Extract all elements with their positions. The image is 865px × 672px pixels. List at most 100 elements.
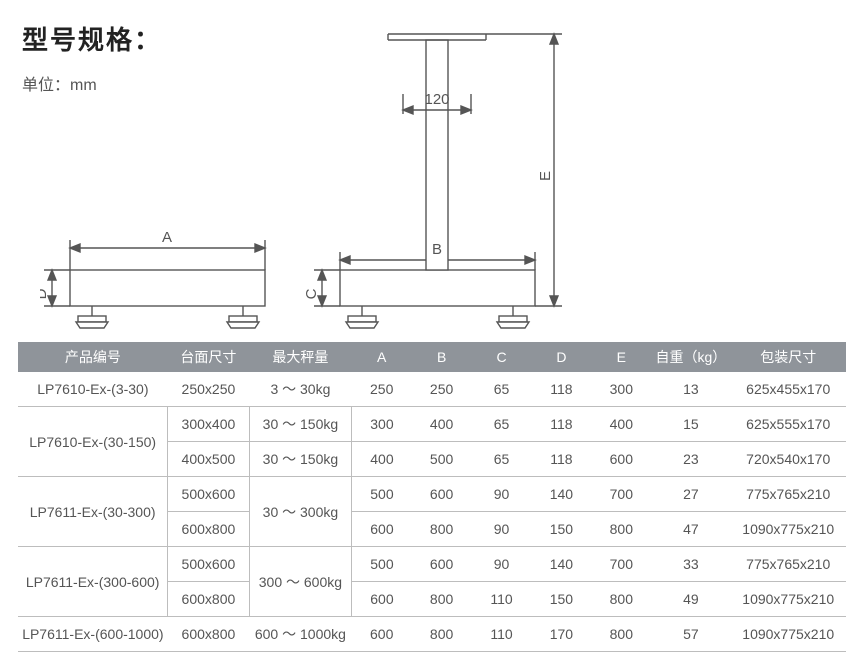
dim-120-label: 120 bbox=[424, 91, 449, 108]
cell-w: 33 bbox=[651, 547, 730, 582]
th-product: 产品编号 bbox=[18, 342, 168, 372]
cell-w: 57 bbox=[651, 617, 730, 652]
cell-dim: 500x600 bbox=[168, 547, 249, 582]
cell-pkg: 625x455x170 bbox=[730, 372, 846, 407]
cell-c: 90 bbox=[472, 512, 532, 547]
dimension-diagram: A D bbox=[40, 20, 600, 340]
cell-dim: 600x800 bbox=[168, 617, 249, 652]
cell-max: 30 ～ 150kg bbox=[249, 407, 352, 442]
dim-a-label: A bbox=[162, 229, 172, 246]
cell-dim: 600x800 bbox=[168, 512, 249, 547]
cell-product: LP7610-Ex-(3-30) bbox=[18, 372, 168, 407]
cell-a: 300 bbox=[352, 407, 412, 442]
th-max: 最大秤量 bbox=[249, 342, 352, 372]
cell-c: 65 bbox=[472, 442, 532, 477]
table-row: LP7611-Ex-(30-300)500x60030 ～ 300kg50060… bbox=[18, 477, 846, 512]
cell-b: 800 bbox=[412, 512, 472, 547]
cell-a: 250 bbox=[352, 372, 412, 407]
cell-max: 600 ～ 1000kg bbox=[249, 617, 352, 652]
cell-b: 600 bbox=[412, 547, 472, 582]
cell-product: LP7610-Ex-(30-150) bbox=[18, 407, 168, 477]
cell-pkg: 1090x775x210 bbox=[730, 617, 846, 652]
cell-dim: 400x500 bbox=[168, 442, 249, 477]
cell-max: 30 ～ 300kg bbox=[249, 477, 352, 547]
cell-d: 150 bbox=[531, 582, 591, 617]
spec-table: 产品编号 台面尺寸 最大秤量 A B C D E 自重（kg） 包装尺寸 LP7… bbox=[18, 342, 846, 652]
cell-e: 300 bbox=[591, 372, 651, 407]
cell-a: 600 bbox=[352, 512, 412, 547]
cell-b: 500 bbox=[412, 442, 472, 477]
cell-e: 800 bbox=[591, 617, 651, 652]
cell-c: 90 bbox=[472, 547, 532, 582]
cell-max: 300 ～ 600kg bbox=[249, 547, 352, 617]
cell-e: 800 bbox=[591, 582, 651, 617]
th-d: D bbox=[531, 342, 591, 372]
th-e: E bbox=[591, 342, 651, 372]
cell-w: 27 bbox=[651, 477, 730, 512]
cell-w: 47 bbox=[651, 512, 730, 547]
cell-max: 30 ～ 150kg bbox=[249, 442, 352, 477]
cell-b: 250 bbox=[412, 372, 472, 407]
cell-a: 400 bbox=[352, 442, 412, 477]
cell-b: 800 bbox=[412, 582, 472, 617]
cell-pkg: 775x765x210 bbox=[730, 547, 846, 582]
cell-e: 700 bbox=[591, 477, 651, 512]
cell-pkg: 775x765x210 bbox=[730, 477, 846, 512]
th-b: B bbox=[412, 342, 472, 372]
cell-d: 170 bbox=[531, 617, 591, 652]
cell-pkg: 720x540x170 bbox=[730, 442, 846, 477]
cell-d: 150 bbox=[531, 512, 591, 547]
cell-d: 118 bbox=[531, 442, 591, 477]
cell-c: 90 bbox=[472, 477, 532, 512]
cell-dim: 500x600 bbox=[168, 477, 249, 512]
cell-w: 49 bbox=[651, 582, 730, 617]
cell-d: 118 bbox=[531, 372, 591, 407]
cell-dim: 300x400 bbox=[168, 407, 249, 442]
cell-c: 110 bbox=[472, 582, 532, 617]
cell-b: 600 bbox=[412, 477, 472, 512]
cell-b: 400 bbox=[412, 407, 472, 442]
table-row: LP7610-Ex-(30-150)300x40030 ～ 150kg30040… bbox=[18, 407, 846, 442]
table-row: LP7611-Ex-(600-1000)600x800600 ～ 1000kg6… bbox=[18, 617, 846, 652]
cell-d: 140 bbox=[531, 477, 591, 512]
cell-pkg: 1090x775x210 bbox=[730, 512, 846, 547]
cell-c: 110 bbox=[472, 617, 532, 652]
dim-c-label: C bbox=[303, 288, 320, 299]
table-body: LP7610-Ex-(3-30)250x2503 ～ 30kg250250651… bbox=[18, 372, 846, 652]
dim-b-label: B bbox=[432, 241, 442, 258]
cell-a: 500 bbox=[352, 547, 412, 582]
table-row: LP7610-Ex-(3-30)250x2503 ～ 30kg250250651… bbox=[18, 372, 846, 407]
cell-w: 23 bbox=[651, 442, 730, 477]
cell-a: 600 bbox=[352, 617, 412, 652]
cell-w: 13 bbox=[651, 372, 730, 407]
cell-product: LP7611-Ex-(300-600) bbox=[18, 547, 168, 617]
cell-b: 800 bbox=[412, 617, 472, 652]
cell-w: 15 bbox=[651, 407, 730, 442]
cell-max: 3 ～ 30kg bbox=[249, 372, 352, 407]
th-c: C bbox=[472, 342, 532, 372]
dim-e-label: E bbox=[537, 171, 554, 181]
th-a: A bbox=[352, 342, 412, 372]
table-header-row: 产品编号 台面尺寸 最大秤量 A B C D E 自重（kg） 包装尺寸 bbox=[18, 342, 846, 372]
th-weight: 自重（kg） bbox=[651, 342, 730, 372]
th-dim: 台面尺寸 bbox=[168, 342, 249, 372]
cell-product: LP7611-Ex-(600-1000) bbox=[18, 617, 168, 652]
cell-e: 400 bbox=[591, 407, 651, 442]
cell-dim: 250x250 bbox=[168, 372, 249, 407]
cell-pkg: 625x555x170 bbox=[730, 407, 846, 442]
cell-a: 500 bbox=[352, 477, 412, 512]
cell-c: 65 bbox=[472, 407, 532, 442]
cell-e: 600 bbox=[591, 442, 651, 477]
cell-product: LP7611-Ex-(30-300) bbox=[18, 477, 168, 547]
cell-dim: 600x800 bbox=[168, 582, 249, 617]
table-row: LP7611-Ex-(300-600)500x600300 ～ 600kg500… bbox=[18, 547, 846, 582]
dim-d-label: D bbox=[40, 288, 50, 299]
page-root: 型号规格： 单位：mm bbox=[0, 0, 865, 672]
th-package: 包装尺寸 bbox=[730, 342, 846, 372]
cell-d: 118 bbox=[531, 407, 591, 442]
cell-e: 700 bbox=[591, 547, 651, 582]
cell-d: 140 bbox=[531, 547, 591, 582]
cell-a: 600 bbox=[352, 582, 412, 617]
cell-c: 65 bbox=[472, 372, 532, 407]
cell-pkg: 1090x775x210 bbox=[730, 582, 846, 617]
